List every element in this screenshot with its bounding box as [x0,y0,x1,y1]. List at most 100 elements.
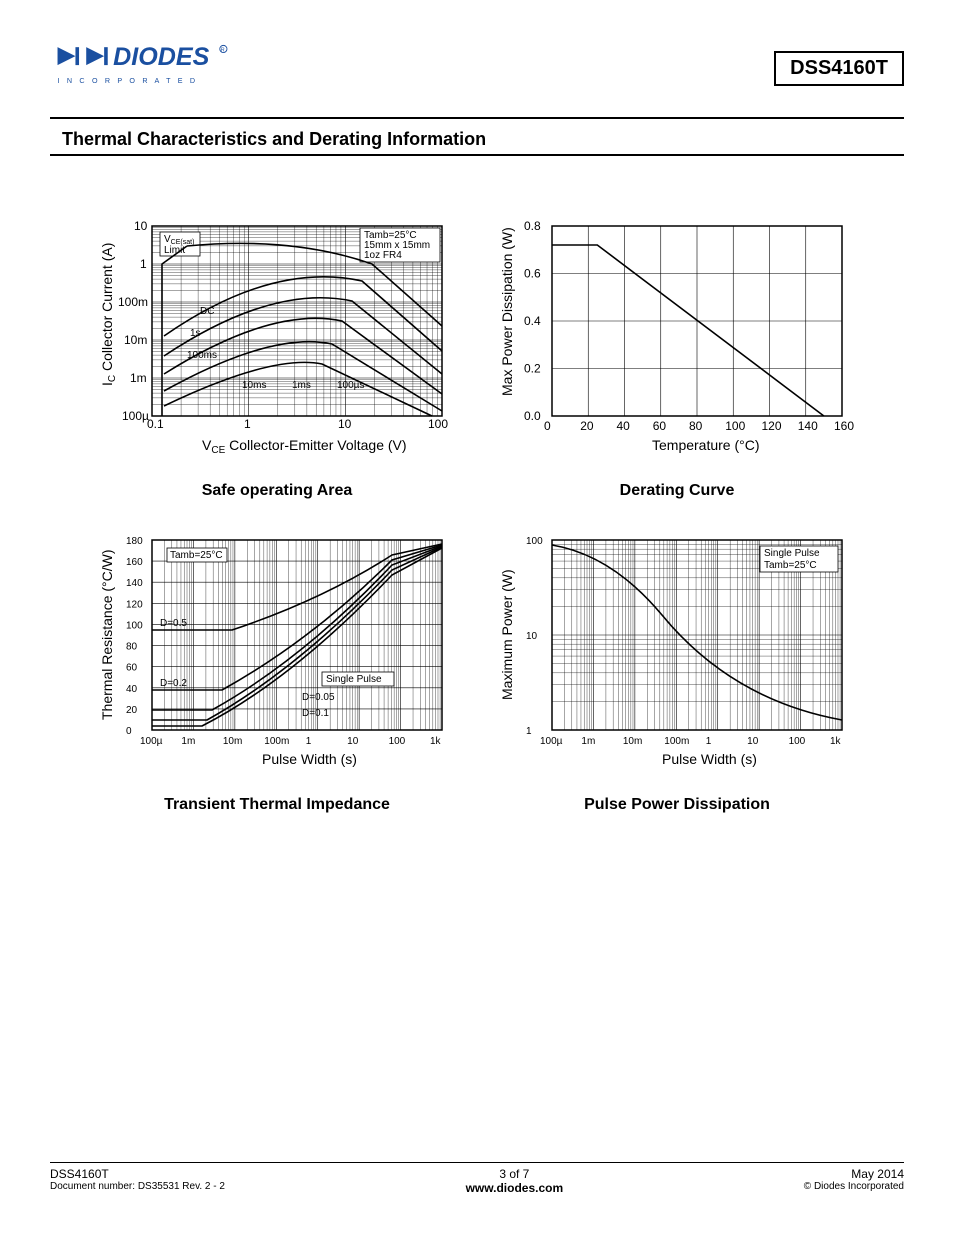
svg-text:1m: 1m [130,371,147,385]
footer-docnum: Document number: DS35531 Rev. 2 - 2 [50,1181,225,1192]
svg-text:120: 120 [126,599,143,610]
svg-text:100: 100 [526,536,543,547]
svg-text:20: 20 [126,705,138,716]
svg-text:120: 120 [762,419,782,433]
svg-text:160: 160 [834,419,854,433]
divider-under-title [50,154,904,156]
logo: DIODES I N C O R P O R A T E D R [50,40,230,97]
svg-text:10m: 10m [623,736,642,747]
chart-soa: VCE(sat) Limit Tamb=25°C 15mm x 15mm 1oz… [92,206,462,500]
svg-text:D=0.05: D=0.05 [302,692,335,703]
svg-text:0: 0 [126,726,132,737]
svg-text:VCE Collector-Emitter Voltage: VCE Collector-Emitter Voltage (V) [202,437,407,456]
svg-text:100µ: 100µ [140,736,163,747]
svg-text:20: 20 [580,419,594,433]
svg-text:100: 100 [789,736,806,747]
svg-text:R: R [221,48,225,54]
svg-text:Max Power Dissipation (W): Max Power Dissipation (W) [499,227,515,396]
svg-text:40: 40 [126,684,138,695]
svg-text:Pulse Width (s): Pulse Width (s) [262,751,357,767]
chart-transient: Tamb=25°C D=0.5 D=0.2 D=0.1 D=0.05 Singl… [92,520,462,814]
svg-text:1: 1 [526,726,532,737]
footer-copyright: © Diodes Incorporated [804,1181,904,1192]
svg-text:1s: 1s [190,328,201,339]
svg-text:10: 10 [747,736,759,747]
svg-text:Single Pulse: Single Pulse [764,548,820,559]
chart-soa-title: Safe operating Area [202,482,353,500]
svg-text:140: 140 [126,578,143,589]
svg-text:10: 10 [347,736,359,747]
svg-text:100m: 100m [118,295,148,309]
svg-text:0.8: 0.8 [524,219,541,233]
svg-text:10: 10 [526,631,538,642]
chart-pulse-title: Pulse Power Dissipation [584,796,770,814]
footer-date: May 2014 [804,1167,904,1181]
svg-text:0.6: 0.6 [524,267,541,281]
svg-text:Maximum Power (W): Maximum Power (W) [499,569,515,700]
svg-text:0.4: 0.4 [524,314,541,328]
svg-text:DC: DC [200,306,214,317]
page-header: DIODES I N C O R P O R A T E D R DSS4160… [50,40,904,97]
svg-text:60: 60 [126,663,138,674]
chart-pulse: Single Pulse Tamb=25°C 100µ 1m 10m 100m 1 10 1… [492,520,862,814]
svg-text:Temperature (°C): Temperature (°C) [652,437,760,453]
svg-text:10ms: 10ms [242,380,266,391]
svg-text:60: 60 [653,419,667,433]
svg-text:10m: 10m [223,736,242,747]
svg-text:140: 140 [798,419,818,433]
page-footer: DSS4160T Document number: DS35531 Rev. 2… [50,1162,904,1195]
svg-text:100µs: 100µs [337,380,364,391]
svg-text:Tamb=25°C: Tamb=25°C [170,550,223,561]
svg-text:1k: 1k [830,736,842,747]
svg-text:80: 80 [126,642,138,653]
svg-text:IC Collector Current (A): IC Collector Current (A) [99,243,118,386]
svg-text:100: 100 [126,620,143,631]
svg-text:180: 180 [126,536,143,547]
charts-container: VCE(sat) Limit Tamb=25°C 15mm x 15mm 1oz… [50,206,904,814]
part-number-box: DSS4160T [774,51,904,86]
svg-text:0.0: 0.0 [524,409,541,423]
svg-text:10m: 10m [124,333,147,347]
svg-text:40: 40 [617,419,631,433]
svg-text:100m: 100m [264,736,289,747]
svg-text:0: 0 [544,419,551,433]
svg-text:1k: 1k [430,736,442,747]
svg-text:I N C O R P O R A T E D: I N C O R P O R A T E D [58,77,198,85]
svg-text:1: 1 [244,417,251,431]
svg-text:10: 10 [134,219,148,233]
svg-text:D=0.2: D=0.2 [160,678,187,689]
svg-text:100µ: 100µ [122,409,149,423]
footer-page: 3 of 7 [466,1167,564,1181]
svg-text:Tamb=25°C: Tamb=25°C [764,560,817,571]
svg-text:100: 100 [428,417,448,431]
svg-text:160: 160 [126,557,143,568]
svg-text:Thermal Resistance (°C/W): Thermal Resistance (°C/W) [99,549,115,720]
section-title: Thermal Characteristics and Derating Inf… [62,129,904,150]
svg-text:Single Pulse: Single Pulse [326,674,382,685]
svg-text:100: 100 [389,736,406,747]
svg-text:1: 1 [306,736,312,747]
svg-text:DIODES: DIODES [113,43,209,71]
svg-text:100: 100 [725,419,745,433]
svg-text:10: 10 [338,417,352,431]
svg-text:1m: 1m [181,736,195,747]
svg-text:D=0.1: D=0.1 [302,708,329,719]
svg-text:80: 80 [689,419,703,433]
svg-text:1m: 1m [581,736,595,747]
svg-text:0.2: 0.2 [524,362,541,376]
svg-text:100µ: 100µ [540,736,563,747]
svg-text:0.1: 0.1 [147,417,164,431]
svg-text:100m: 100m [664,736,689,747]
chart-derating: 0 20 40 60 80 100 120 140 160 0.0 0.2 0.4 0.6 0.8 Te… [492,206,862,500]
footer-url: www.diodes.com [466,1181,564,1195]
divider-top [50,117,904,119]
svg-text:1oz FR4: 1oz FR4 [364,250,402,261]
svg-text:D=0.5: D=0.5 [160,618,187,629]
svg-text:Pulse Width (s): Pulse Width (s) [662,751,757,767]
chart-transient-title: Transient Thermal Impedance [164,796,390,814]
svg-text:1ms: 1ms [292,380,311,391]
svg-text:100ms: 100ms [187,350,217,361]
svg-text:1: 1 [140,257,147,271]
svg-text:1: 1 [706,736,712,747]
chart-derating-title: Derating Curve [620,482,735,500]
